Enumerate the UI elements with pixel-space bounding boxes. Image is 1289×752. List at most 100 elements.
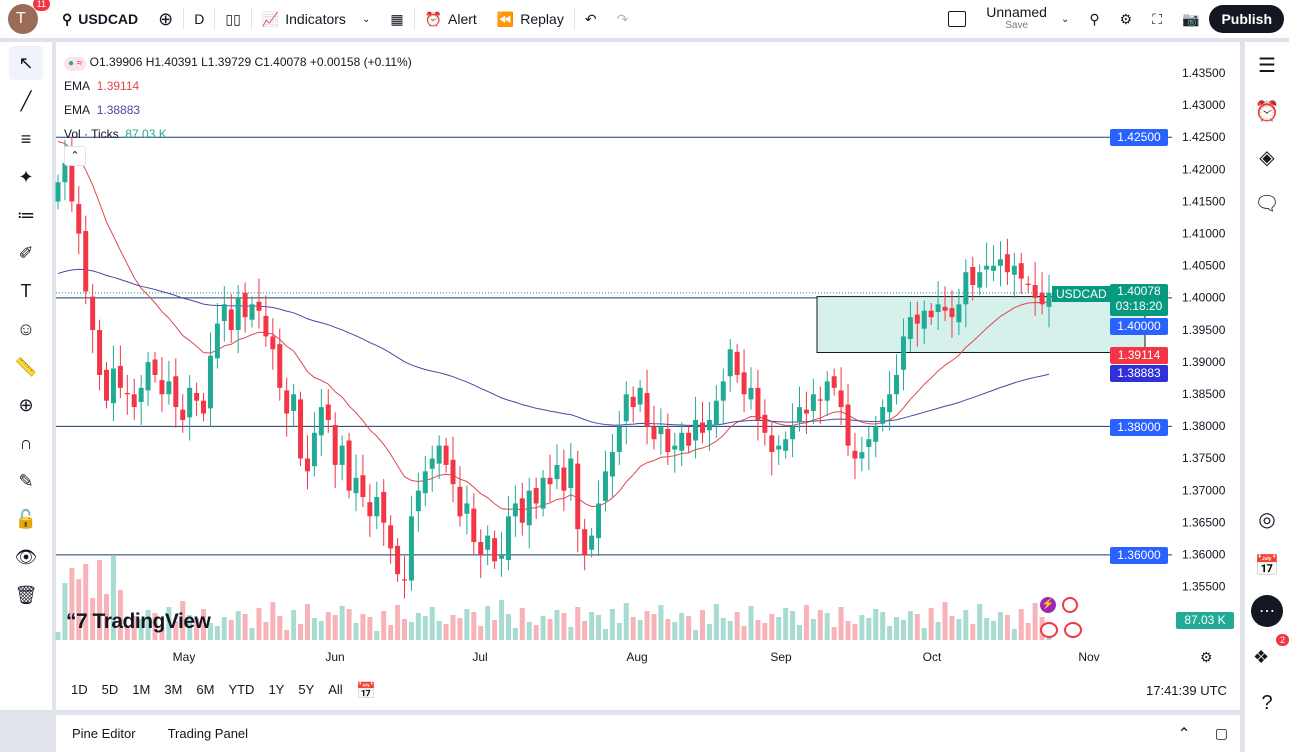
calendar-button[interactable]: 📅	[1245, 542, 1289, 588]
hide-tool[interactable]: 👁	[9, 540, 43, 574]
publish-button[interactable]: Publish	[1209, 5, 1284, 33]
tradingview-logo: “7 TradingView	[66, 610, 211, 633]
range-1d[interactable]: 1D	[71, 682, 88, 697]
candle-up	[956, 304, 962, 323]
ema-1-badge: 1.39114	[1110, 347, 1168, 364]
range-5y[interactable]: 5Y	[298, 682, 315, 697]
candle-up	[62, 162, 68, 183]
volume-bar	[803, 605, 809, 640]
layout-menu[interactable]: Unnamed Save ⌄	[938, 0, 1079, 38]
lock-drawing-tool[interactable]: ✎	[9, 464, 43, 498]
volume-bar	[769, 614, 775, 640]
level-badge: 1.40000	[1110, 318, 1168, 335]
quick-search-button[interactable]: ⚲	[1079, 0, 1109, 38]
delete-tool[interactable]: 🗑	[9, 578, 43, 612]
volume-bar	[706, 624, 712, 640]
apps-button[interactable]: ⋯	[1245, 588, 1289, 634]
ema-1-legend[interactable]: EMA 1.39114	[64, 79, 140, 93]
price-tick: 1.38500	[1182, 387, 1226, 401]
collapse-legend-button[interactable]: ⌃	[64, 146, 86, 166]
range-5d[interactable]: 5D	[101, 682, 119, 697]
measure-tool[interactable]: 📏	[9, 350, 43, 384]
candle-up	[540, 477, 546, 509]
volume-bar	[568, 627, 574, 640]
canada-flag-icon[interactable]	[1062, 597, 1078, 613]
cursor-tool[interactable]: ↖	[9, 46, 43, 80]
symbol-search[interactable]: ⚲ USDCAD	[62, 10, 139, 28]
chat-button[interactable]: 🗨	[1245, 180, 1289, 226]
interval-button[interactable]: D	[194, 11, 205, 27]
volume-bar	[242, 614, 248, 640]
volume-bar	[1032, 603, 1038, 640]
snapshot-button[interactable]: 📷	[1172, 0, 1209, 38]
layouts-button[interactable]: ▦	[380, 0, 413, 38]
volume-bar	[131, 616, 137, 640]
news-button[interactable]: ❖ 2	[1245, 634, 1289, 680]
brush-tool[interactable]: ✐	[9, 236, 43, 270]
object-tree-button[interactable]: ◈	[1245, 134, 1289, 180]
candle-up	[464, 503, 470, 514]
us-flag-icon[interactable]	[1040, 622, 1058, 638]
event-lightning-icon[interactable]: ⚡	[1040, 597, 1056, 613]
us-flag-icon[interactable]	[1064, 622, 1082, 638]
candle-down	[582, 529, 588, 555]
price-tick: 1.42000	[1182, 162, 1226, 176]
alert-button[interactable]: ⏰ Alert	[424, 10, 477, 28]
ema-2-legend[interactable]: EMA 1.38883	[64, 103, 141, 117]
indicators-button[interactable]: 📈 Indicators ⌄	[261, 10, 371, 28]
candle-up	[436, 445, 442, 464]
zoom-tool[interactable]: ⊕	[9, 388, 43, 422]
date-range-icon[interactable]: 📅	[356, 683, 376, 700]
candle-up	[526, 490, 532, 526]
avatar[interactable]: T 11	[8, 0, 50, 34]
alerts-button[interactable]: ⏰	[1245, 88, 1289, 134]
calendar-icon: 📅	[1254, 554, 1280, 577]
watchlist-button[interactable]: ☰	[1245, 42, 1289, 88]
trendline-tool[interactable]: ╱	[9, 84, 43, 118]
volume-bar	[713, 604, 719, 640]
volume-bar	[602, 629, 608, 640]
collapse-panel-button[interactable]: ⌃	[1165, 724, 1202, 744]
volume-bar	[263, 622, 269, 640]
clock[interactable]: 17:41:39 UTC	[1146, 683, 1227, 698]
lock-tool[interactable]: 🔓	[9, 502, 43, 536]
range-3m[interactable]: 3M	[164, 682, 183, 697]
range-ytd[interactable]: YTD	[228, 682, 255, 697]
axis-settings-icon[interactable]: ⚙	[1200, 649, 1213, 665]
pattern-tool[interactable]: ✦	[9, 160, 43, 194]
forecast-tool[interactable]: ≔	[9, 198, 43, 232]
replay-button[interactable]: ⏪ Replay	[496, 10, 564, 28]
volume-bar	[637, 620, 643, 640]
fullscreen-button[interactable]: ⛶	[1142, 0, 1172, 38]
emoji-tool[interactable]: ☺	[9, 312, 43, 346]
volume-bar	[97, 560, 103, 640]
chart-type-button[interactable]: ▯▯	[215, 0, 250, 38]
undo-button[interactable]: ↶	[575, 0, 607, 38]
settings-button[interactable]: ⚙	[1110, 0, 1143, 38]
text-tool[interactable]: T	[9, 274, 43, 308]
maximize-panel-button[interactable]: ▢	[1203, 725, 1240, 742]
candle-down	[131, 394, 137, 408]
gauge-icon: ◎	[1258, 508, 1276, 531]
volume-bar	[1011, 629, 1017, 640]
technicals-button[interactable]: ◎	[1245, 496, 1289, 542]
range-1m[interactable]: 1M	[132, 682, 151, 697]
volume-bar	[991, 621, 997, 640]
volume-bar	[159, 627, 165, 640]
range-all[interactable]: All	[328, 682, 343, 697]
pine-editor-tab[interactable]: Pine Editor	[72, 726, 136, 741]
volume-legend[interactable]: Vol · Ticks 87.03 K	[64, 127, 167, 141]
range-6m[interactable]: 6M	[196, 682, 215, 697]
candles-icon: ▯▯	[225, 10, 241, 27]
volume-bar	[665, 619, 671, 640]
trading-panel-tab[interactable]: Trading Panel	[167, 726, 249, 741]
magnet-icon: ∩	[19, 432, 33, 453]
fib-tool[interactable]: ≡	[9, 122, 43, 156]
range-1y[interactable]: 1Y	[268, 682, 285, 697]
time-tick: Jun	[325, 650, 344, 664]
help-button[interactable]: ?	[1245, 680, 1289, 726]
compare-button[interactable]: ⊕	[148, 0, 183, 38]
redo-button[interactable]: ↷	[607, 0, 639, 38]
magnet-tool[interactable]: ∩	[9, 426, 43, 460]
